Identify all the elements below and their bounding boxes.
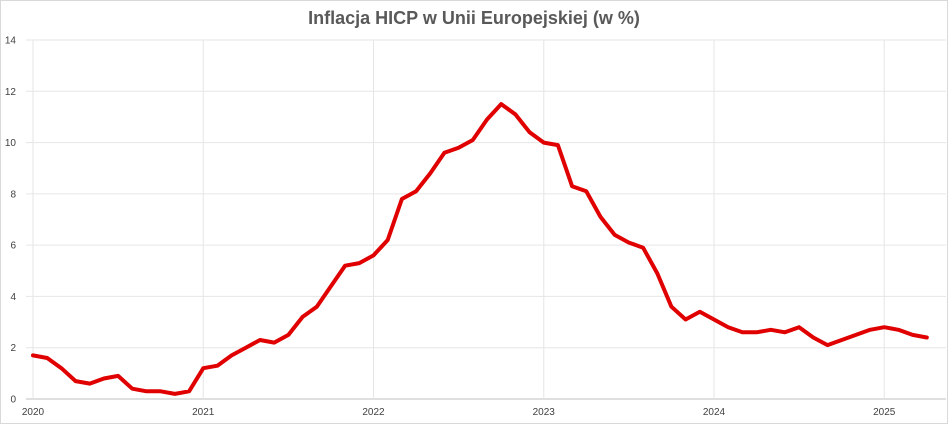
data-point: [414, 189, 418, 193]
data-point: [88, 382, 92, 386]
series-line: [31, 102, 929, 396]
data-point: [74, 379, 78, 383]
data-point: [712, 318, 716, 322]
data-point: [613, 233, 617, 237]
y-tick-label: 12: [5, 87, 17, 98]
data-point: [329, 284, 333, 288]
data-point: [528, 130, 532, 134]
y-tick-label: 6: [10, 241, 16, 252]
data-point: [272, 341, 276, 345]
y-tick-label: 10: [5, 138, 17, 149]
data-point: [130, 387, 134, 391]
x-axis-ticks: 2020 2021 2022 2023 2024 2025: [22, 407, 896, 418]
data-point: [428, 171, 432, 175]
data-point: [357, 261, 361, 265]
data-point: [485, 118, 489, 122]
data-point: [244, 346, 248, 350]
data-point: [911, 333, 915, 337]
data-point: [896, 328, 900, 332]
data-point: [740, 330, 744, 334]
data-point: [669, 305, 673, 309]
data-point: [811, 336, 815, 340]
data-point: [173, 392, 177, 396]
x-tick-label: 2025: [873, 407, 896, 418]
y-tick-label: 8: [10, 189, 16, 200]
data-point: [145, 389, 149, 393]
data-point: [286, 333, 290, 337]
data-point: [797, 325, 801, 329]
data-point: [542, 141, 546, 145]
data-point: [684, 318, 688, 322]
data-point: [655, 271, 659, 275]
data-point: [442, 151, 446, 155]
data-point: [513, 112, 517, 116]
data-point: [457, 146, 461, 150]
y-axis-ticks: 0 2 4 6 8 10 12 14: [5, 36, 17, 406]
x-tick-label: 2022: [362, 407, 385, 418]
data-point: [45, 356, 49, 360]
data-point: [599, 215, 603, 219]
x-tick-label: 2023: [533, 407, 556, 418]
data-point: [159, 389, 163, 393]
data-point: [854, 333, 858, 337]
data-point: [755, 330, 759, 334]
data-point: [31, 353, 35, 357]
data-point: [400, 197, 404, 201]
y-tick-label: 4: [10, 292, 16, 303]
series-group: [31, 102, 929, 396]
data-point: [698, 310, 702, 314]
data-point: [372, 253, 376, 257]
data-point: [882, 325, 886, 329]
data-point: [343, 264, 347, 268]
data-point: [471, 138, 475, 142]
data-point: [116, 374, 120, 378]
data-point: [59, 366, 63, 370]
grid-lines: [26, 39, 946, 400]
data-point: [570, 184, 574, 188]
data-point: [868, 328, 872, 332]
data-point: [584, 189, 588, 193]
y-tick-label: 14: [5, 36, 17, 47]
data-point: [230, 353, 234, 357]
data-point: [783, 330, 787, 334]
data-point: [556, 143, 560, 147]
x-tick-label: 2020: [22, 407, 45, 418]
data-point: [215, 364, 219, 368]
x-tick-label: 2024: [703, 407, 726, 418]
x-tick-label: 2021: [192, 407, 215, 418]
data-point: [925, 336, 929, 340]
data-point: [315, 305, 319, 309]
data-point: [840, 338, 844, 342]
y-tick-label: 2: [10, 343, 16, 354]
data-point: [641, 246, 645, 250]
data-point: [201, 366, 205, 370]
data-point: [386, 238, 390, 242]
data-point: [826, 343, 830, 347]
data-point: [258, 338, 262, 342]
data-point: [499, 102, 503, 106]
data-point: [102, 377, 106, 381]
data-point: [187, 389, 191, 393]
data-point: [627, 241, 631, 245]
data-point: [769, 328, 773, 332]
data-point: [726, 325, 730, 329]
chart-title: Inflacja HICP w Unii Europejskiej (w %): [308, 8, 640, 28]
y-tick-label: 0: [10, 395, 16, 406]
data-point: [301, 315, 305, 319]
